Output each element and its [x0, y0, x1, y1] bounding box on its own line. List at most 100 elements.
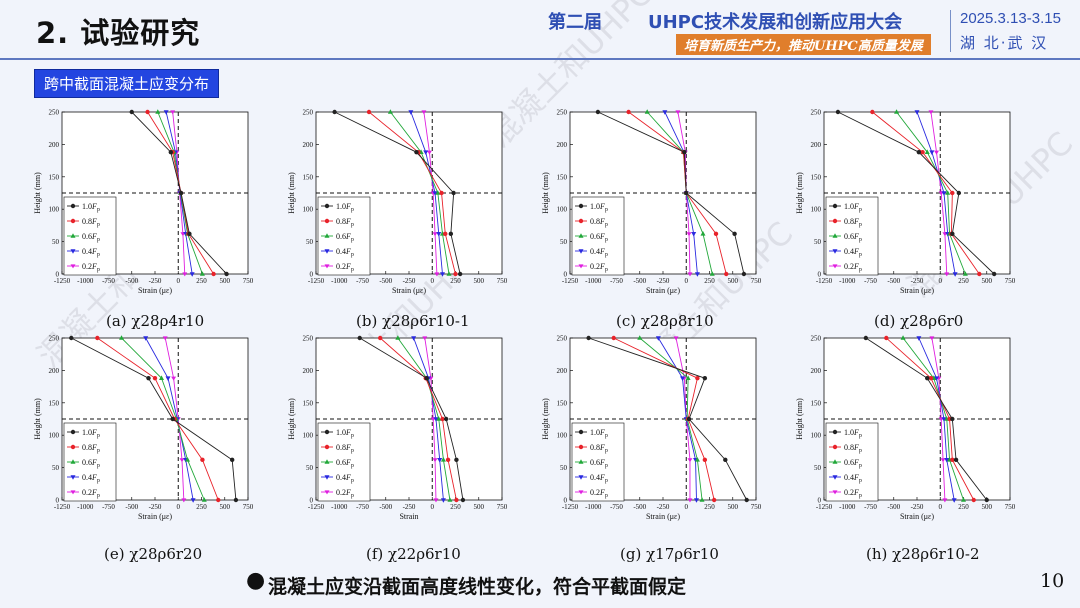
y-tick-label: 100	[557, 432, 568, 440]
y-tick-label: 100	[49, 206, 60, 214]
data-point	[655, 336, 661, 341]
legend-label: 0.2Fp	[844, 262, 862, 273]
series-1.0Fp	[357, 335, 466, 503]
data-point	[70, 218, 76, 224]
legend-label: 1.0Fp	[590, 202, 608, 213]
series-0.4Fp	[914, 110, 958, 277]
y-tick-label: 0	[56, 497, 60, 505]
data-point	[941, 191, 947, 196]
x-axis-label: Strain	[399, 512, 418, 521]
y-tick-label: 250	[557, 109, 568, 117]
data-point	[578, 249, 584, 254]
legend-label: 0.2Fp	[336, 488, 354, 499]
y-tick-label: 50	[814, 238, 822, 246]
y-tick-label: 200	[49, 141, 60, 149]
data-point	[578, 233, 584, 238]
x-tick-label: 500	[728, 503, 739, 511]
data-point	[832, 490, 838, 495]
y-axis-label: Height (mm)	[33, 172, 42, 214]
legend-label: 0.6Fp	[844, 458, 862, 469]
data-point	[421, 110, 427, 115]
data-point	[944, 458, 950, 463]
y-tick-label: 200	[303, 141, 314, 149]
data-point	[951, 498, 957, 503]
y-tick-label: 100	[811, 206, 822, 214]
chart-panel-a: -1250 -1000 -750 -500 -250 0 250 500 750 0 50 100 15…	[28, 104, 268, 308]
conference-slogan: 培育新质生产力，推动UHPC高质量发展	[676, 34, 931, 55]
data-point	[170, 110, 176, 115]
data-point	[145, 109, 150, 115]
data-point	[940, 458, 946, 463]
y-tick-label: 200	[557, 367, 568, 375]
data-point	[387, 109, 393, 114]
x-tick-label: 0	[431, 277, 435, 285]
x-tick-label: -250	[149, 503, 162, 511]
chart-panel-e: -1250 -1000 -750 -500 -250 0 250 500 750 0 50 100 15…	[28, 330, 268, 534]
data-point	[185, 457, 191, 462]
y-tick-label: 250	[811, 335, 822, 343]
series-0.4Fp	[916, 336, 957, 503]
y-tick-label: 50	[306, 238, 314, 246]
data-point	[324, 459, 330, 464]
data-point	[70, 444, 76, 450]
x-tick-label: 750	[497, 277, 508, 285]
legend-entry: 0.4Fp	[67, 473, 100, 484]
y-tick-label: 150	[303, 399, 314, 407]
y-tick-label: 250	[303, 109, 314, 117]
data-point	[929, 150, 935, 155]
conference-city: 湖 北·武 汉	[960, 34, 1049, 52]
legend-label: 0.2Fp	[82, 262, 100, 273]
x-tick-label: -250	[911, 503, 924, 511]
legend-entry: 1.0Fp	[67, 202, 100, 213]
data-point	[941, 417, 947, 422]
data-point	[199, 271, 205, 276]
caption-e: (e) χ28ρ6r20	[104, 545, 203, 563]
data-point	[916, 149, 922, 155]
legend-entry: 1.0Fp	[575, 428, 608, 439]
data-point	[187, 231, 192, 237]
x-tick-label: -250	[149, 277, 162, 285]
series-1.0Fp	[586, 335, 749, 503]
x-tick-label: -1000	[839, 503, 856, 511]
conference-date: 2025.3.13-3.15	[960, 10, 1061, 27]
data-point	[324, 218, 330, 224]
data-point	[724, 271, 729, 277]
legend-label: 0.4Fp	[336, 473, 354, 484]
data-point	[432, 232, 438, 237]
legend-label: 0.8Fp	[590, 217, 608, 228]
legend-label: 0.4Fp	[82, 247, 100, 258]
x-axis-label: Strain (με)	[392, 286, 426, 295]
data-point	[578, 429, 584, 435]
data-point	[578, 203, 584, 209]
x-tick-label: -250	[403, 277, 416, 285]
data-point	[411, 336, 417, 341]
data-point	[408, 110, 414, 115]
x-tick-label: 0	[685, 277, 689, 285]
legend-label: 1.0Fp	[336, 202, 354, 213]
legend-entry: 0.6Fp	[575, 232, 608, 243]
x-tick-label: -750	[610, 277, 623, 285]
y-tick-label: 50	[306, 464, 314, 472]
data-point	[168, 149, 174, 155]
data-point	[832, 264, 838, 269]
x-tick-label: -750	[102, 503, 115, 511]
y-tick-label: 150	[49, 173, 60, 181]
data-point	[70, 459, 76, 464]
legend-entry: 0.8Fp	[321, 217, 354, 228]
y-axis-label: Height (mm)	[541, 398, 550, 440]
data-point	[934, 150, 940, 155]
data-point	[991, 271, 997, 277]
y-tick-label: 0	[818, 271, 822, 279]
data-point	[211, 271, 216, 277]
series-0.8Fp	[870, 109, 982, 277]
y-tick-label: 200	[49, 367, 60, 375]
legend-entry: 0.4Fp	[67, 247, 100, 258]
legend-entry: 0.2Fp	[67, 262, 100, 273]
data-point	[685, 375, 691, 380]
legend-entry: 0.6Fp	[67, 458, 100, 469]
legend-label: 1.0Fp	[844, 202, 862, 213]
data-point	[414, 149, 419, 155]
data-point	[835, 109, 841, 115]
y-tick-label: 50	[560, 238, 568, 246]
legend-label: 0.6Fp	[590, 458, 608, 469]
